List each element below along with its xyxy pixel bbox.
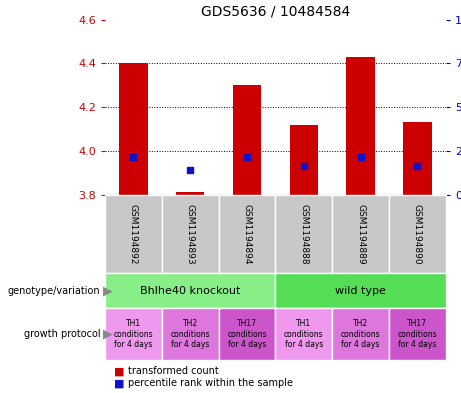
Text: TH2
conditions
for 4 days: TH2 conditions for 4 days [171,319,210,349]
Text: TH1
conditions
for 4 days: TH1 conditions for 4 days [284,319,324,349]
Text: GSM1194892: GSM1194892 [129,204,138,264]
Text: GSM1194893: GSM1194893 [186,204,195,264]
Text: ■: ■ [114,378,125,388]
Bar [176,192,205,195]
Text: ▶: ▶ [103,284,112,297]
Text: TH1
conditions
for 4 days: TH1 conditions for 4 days [114,319,154,349]
Text: wild type: wild type [335,286,386,296]
Text: TH17
conditions
for 4 days: TH17 conditions for 4 days [227,319,267,349]
Text: genotype/variation: genotype/variation [8,286,100,296]
Text: growth protocol: growth protocol [24,329,100,339]
Text: GSM1194894: GSM1194894 [242,204,252,264]
Text: TH2
conditions
for 4 days: TH2 conditions for 4 days [341,319,380,349]
Text: Bhlhe40 knockout: Bhlhe40 knockout [140,286,241,296]
Bar [119,63,148,195]
Bar [346,57,375,195]
Text: ■: ■ [114,366,125,376]
Text: GSM1194889: GSM1194889 [356,204,365,264]
Title: GDS5636 / 10484584: GDS5636 / 10484584 [201,4,350,18]
Text: TH17
conditions
for 4 days: TH17 conditions for 4 days [397,319,437,349]
Text: GSM1194890: GSM1194890 [413,204,422,264]
Text: GSM1194888: GSM1194888 [299,204,308,264]
Text: percentile rank within the sample: percentile rank within the sample [128,378,293,388]
Text: transformed count: transformed count [128,366,219,376]
Text: ▶: ▶ [103,327,112,341]
Bar [233,85,261,195]
Bar [403,122,431,195]
Bar [290,125,318,195]
